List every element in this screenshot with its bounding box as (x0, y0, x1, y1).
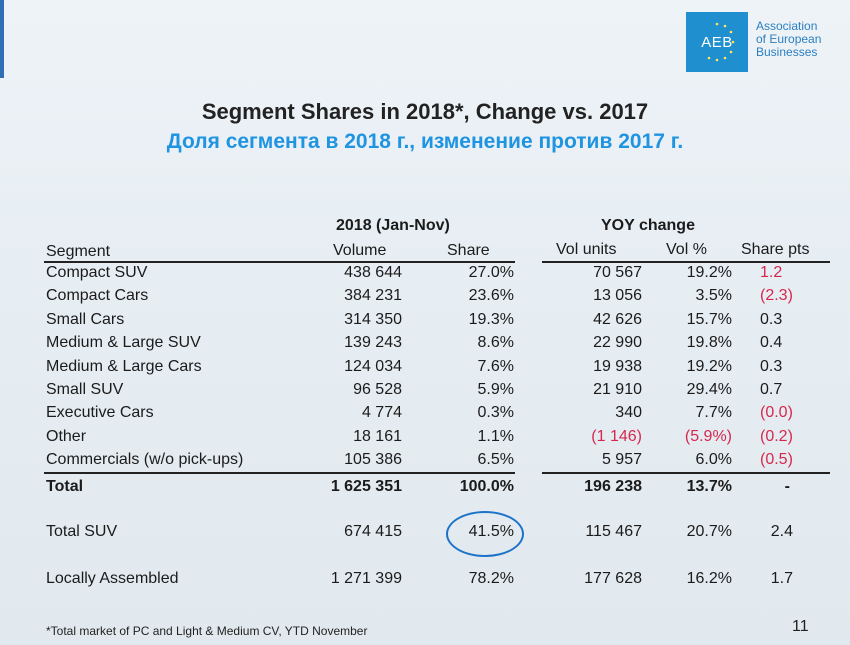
cell-share-pts: 0.3 (760, 310, 783, 328)
col-header-volume: Volume (333, 242, 387, 259)
cell-vol-units: 70 567 (593, 264, 642, 281)
total-vol-pct: 13.7% (686, 478, 732, 495)
local-share: 78.2% (468, 570, 514, 587)
local-label: Locally Assembled (46, 570, 179, 587)
cell-volume: 124 034 (344, 357, 402, 375)
cell-segment: Executive Cars (46, 404, 154, 422)
cell-share-pts: (0.5) (760, 451, 793, 469)
cell-segment: Medium & Large Cars (46, 357, 202, 375)
cell-segment: Medium & Large SUV (46, 334, 201, 352)
cell-share: 19.3% (468, 310, 514, 328)
cell-volume: 96 528 (353, 381, 402, 398)
cell-share-pts: (2.3) (760, 287, 793, 305)
cell-share-pts: 0.4 (760, 334, 783, 352)
cell-vol-pct: 19.2% (686, 357, 732, 375)
header-rule-right (542, 261, 830, 263)
total-suv-vol-units: 115 467 (585, 523, 642, 540)
accent-bar (0, 0, 4, 78)
cell-segment: Compact SUV (46, 264, 148, 281)
total-rule-right (542, 472, 830, 474)
total-suv-label: Total SUV (46, 523, 118, 540)
total-share: 100.0% (459, 478, 514, 495)
cell-segment: Other (46, 427, 87, 445)
org-name-line: Association (756, 19, 818, 33)
cell-vol-units: 42 626 (593, 310, 642, 328)
total-volume: 1 625 351 (330, 478, 402, 495)
local-vol-units: 177 628 (584, 570, 642, 587)
cell-share: 23.6% (468, 287, 514, 305)
header-rule-left (44, 261, 515, 263)
total-suv-share-pts: 2.4 (770, 523, 793, 540)
cell-vol-pct: (5.9%) (684, 427, 732, 445)
total-suv-vol-pct: 20.7% (686, 523, 732, 540)
col-header-vol-units: Vol units (556, 241, 617, 258)
cell-vol-units: (1 146) (591, 427, 642, 445)
col-header-segment: Segment (46, 243, 111, 260)
cell-share-pts: (0.2) (760, 427, 793, 445)
title-russian: Доля сегмента в 2018 г., изменение проти… (166, 130, 684, 153)
cell-share: 27.0% (468, 264, 514, 281)
cell-segment: Small SUV (46, 381, 124, 398)
col-header-share-pts: Share pts (741, 241, 810, 258)
footnote: *Total market of PC and Light & Medium C… (46, 624, 368, 638)
cell-volume: 4 774 (361, 404, 402, 422)
header-yoy: YOY change (601, 217, 695, 234)
local-volume: 1 271 399 (330, 570, 402, 587)
org-name: Association of European Businesses (756, 20, 821, 59)
cell-share: 1.1% (477, 427, 514, 445)
eu-stars-icon (707, 22, 735, 62)
cell-share-pts: 0.3 (760, 357, 783, 375)
cell-segment: Compact Cars (46, 287, 149, 305)
total-vol-units: 196 238 (584, 478, 642, 495)
cell-volume: 438 644 (344, 264, 402, 281)
total-share-pts: - (784, 478, 790, 495)
total-rule-left (44, 472, 515, 474)
cell-volume: 18 161 (353, 427, 402, 445)
title-english: Segment Shares in 2018*, Change vs. 2017 (201, 99, 649, 124)
cell-vol-units: 19 938 (593, 357, 642, 375)
page-number: 11 (792, 618, 809, 635)
total-suv-volume: 674 415 (344, 523, 402, 540)
cell-share-pts: (0.0) (760, 404, 793, 422)
highlight-circle (446, 511, 524, 557)
cell-vol-units: 21 910 (593, 381, 642, 398)
header-2018: 2018 (Jan-Nov) (336, 217, 450, 234)
total-label: Total (46, 478, 84, 495)
cell-share: 6.5% (477, 451, 514, 469)
cell-share-pts: 0.7 (760, 381, 783, 398)
cell-volume: 105 386 (344, 451, 402, 469)
cell-vol-units: 340 (615, 404, 642, 422)
cell-vol-pct: 3.5% (695, 287, 732, 305)
cell-vol-pct: 29.4% (686, 381, 732, 398)
cell-vol-units: 13 056 (593, 287, 642, 305)
cell-share: 8.6% (477, 334, 514, 352)
cell-vol-pct: 19.2% (686, 264, 732, 281)
cell-share: 5.9% (477, 381, 514, 398)
cell-vol-pct: 15.7% (686, 310, 732, 328)
col-header-vol-pct: Vol % (666, 241, 707, 258)
cell-segment: Commercials (w/o pick-ups) (46, 451, 244, 469)
local-share-pts: 1.7 (770, 570, 793, 587)
cell-share: 7.6% (477, 357, 514, 375)
cell-share-pts: 1.2 (760, 264, 783, 281)
logo-text: AEB (701, 33, 733, 51)
local-vol-pct: 16.2% (686, 570, 732, 587)
cell-volume: 384 231 (344, 287, 402, 305)
cell-volume: 139 243 (344, 334, 402, 352)
cell-volume: 314 350 (344, 310, 402, 328)
cell-vol-pct: 6.0% (695, 451, 732, 469)
cell-share: 0.3% (477, 404, 514, 422)
org-name-line: of European (756, 32, 822, 46)
col-header-share: Share (447, 242, 490, 259)
org-name-line: Businesses (756, 45, 818, 59)
cell-vol-units: 5 957 (601, 451, 642, 469)
cell-vol-units: 22 990 (593, 334, 642, 352)
cell-segment: Small Cars (46, 310, 125, 328)
aeb-logo: AEB (686, 12, 748, 72)
cell-vol-pct: 7.7% (695, 404, 732, 422)
cell-vol-pct: 19.8% (686, 334, 732, 352)
